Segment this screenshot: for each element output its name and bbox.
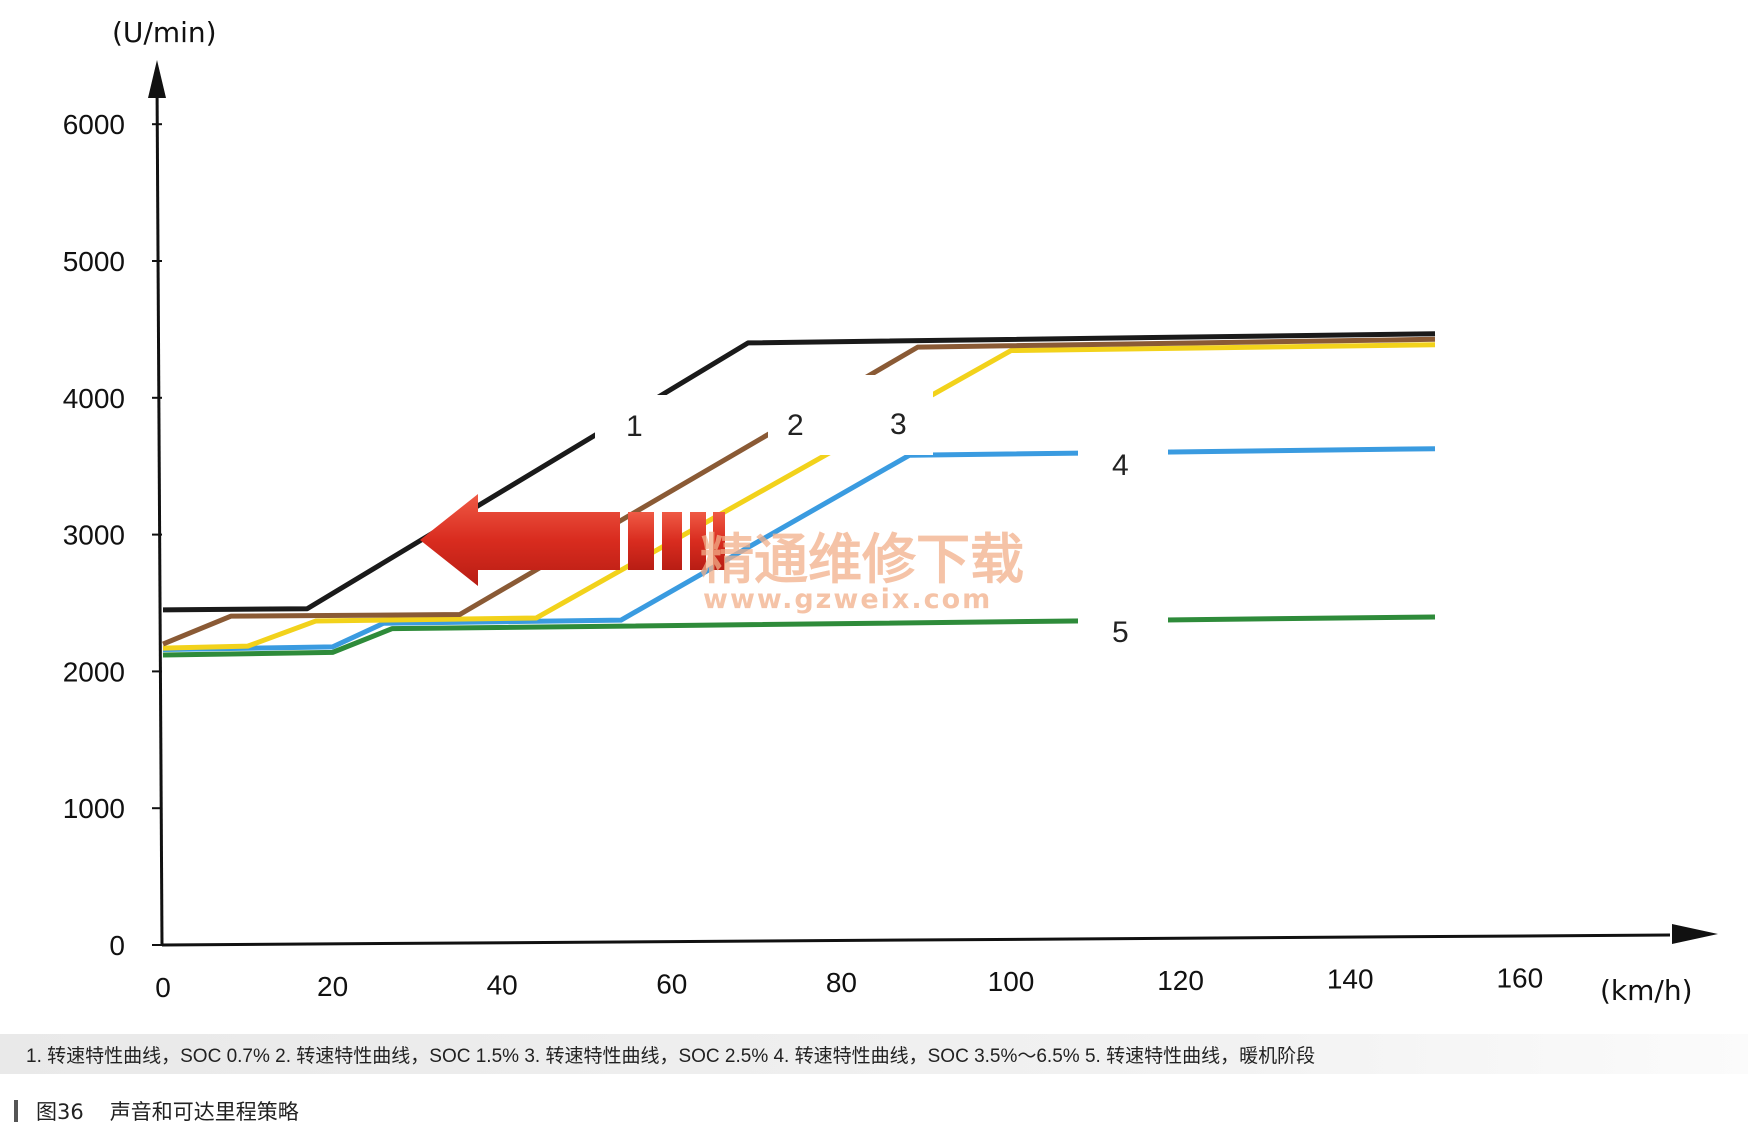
figure-title: 声音和可达里程策略 bbox=[109, 1100, 299, 1124]
x-tick-label: 20 bbox=[317, 971, 348, 1002]
series-line-2 bbox=[162, 336, 1436, 647]
watermark-url: www.gzweix.com bbox=[703, 584, 992, 615]
y-tick-label: 6000 bbox=[63, 109, 125, 140]
series-line-4 bbox=[162, 446, 1436, 653]
x-axis bbox=[161, 933, 1671, 947]
y-unit-label: (U/min) bbox=[112, 16, 217, 49]
curve-label-3: 3 bbox=[890, 408, 907, 441]
x-tick-label: 100 bbox=[988, 966, 1035, 997]
y-tick-label: 4000 bbox=[63, 383, 125, 414]
label-gap-4 bbox=[1078, 440, 1168, 490]
figure-number: 图36 bbox=[36, 1100, 84, 1124]
figure-caption: 图36 声音和可达里程策略 bbox=[14, 1096, 299, 1126]
y-axis bbox=[155, 79, 164, 946]
y-tick-label: 1000 bbox=[63, 793, 125, 824]
label-gap-2-3 bbox=[768, 375, 933, 455]
chart-area: (U/min) (km/h) 0 20 40 60 80 100 120 140 160 0 100… bbox=[63, 16, 1718, 1007]
watermark-logo: 精通维修下载 bbox=[700, 527, 1024, 591]
x-tick-label: 60 bbox=[656, 968, 687, 999]
x-tick-label: 140 bbox=[1327, 964, 1374, 995]
y-tick-label: 0 bbox=[109, 930, 125, 961]
caption-marker bbox=[14, 1100, 18, 1122]
y-axis-arrow-icon bbox=[148, 60, 166, 98]
curve-label-4: 4 bbox=[1112, 449, 1129, 482]
x-tick-label: 80 bbox=[826, 967, 857, 998]
curve-label-5: 5 bbox=[1112, 616, 1129, 649]
curve-label-1: 1 bbox=[626, 410, 643, 443]
x-tick-label: 160 bbox=[1496, 962, 1543, 993]
y-tick-label: 2000 bbox=[63, 656, 125, 687]
y-tick-label: 5000 bbox=[63, 246, 125, 277]
label-gap-5 bbox=[1078, 610, 1168, 655]
x-tick-label: 0 bbox=[155, 972, 171, 1003]
series-line-1 bbox=[162, 331, 1436, 613]
left-arrow-icon bbox=[420, 494, 725, 586]
x-tick-label: 40 bbox=[487, 970, 518, 1001]
y-tick-label: 3000 bbox=[63, 520, 125, 551]
label-gap-1 bbox=[595, 395, 675, 455]
legend-bar: 1. 转速特性曲线，SOC 0.7% 2. 转速特性曲线，SOC 1.5% 3.… bbox=[0, 1034, 1748, 1074]
series-line-3 bbox=[162, 342, 1436, 651]
series-group bbox=[162, 331, 1436, 658]
curve-label-2: 2 bbox=[787, 409, 804, 442]
x-unit-label: (km/h) bbox=[1600, 974, 1693, 1007]
legend-text: 1. 转速特性曲线，SOC 0.7% 2. 转速特性曲线，SOC 1.5% 3.… bbox=[26, 1045, 1316, 1067]
x-axis-arrow-icon bbox=[1672, 924, 1718, 944]
series-line-5 bbox=[162, 614, 1436, 658]
x-tick-label: 120 bbox=[1157, 965, 1204, 996]
axis-ticks: 0 20 40 60 80 100 120 140 160 0 1000 2000 3000 4000 50… bbox=[63, 109, 1543, 1003]
